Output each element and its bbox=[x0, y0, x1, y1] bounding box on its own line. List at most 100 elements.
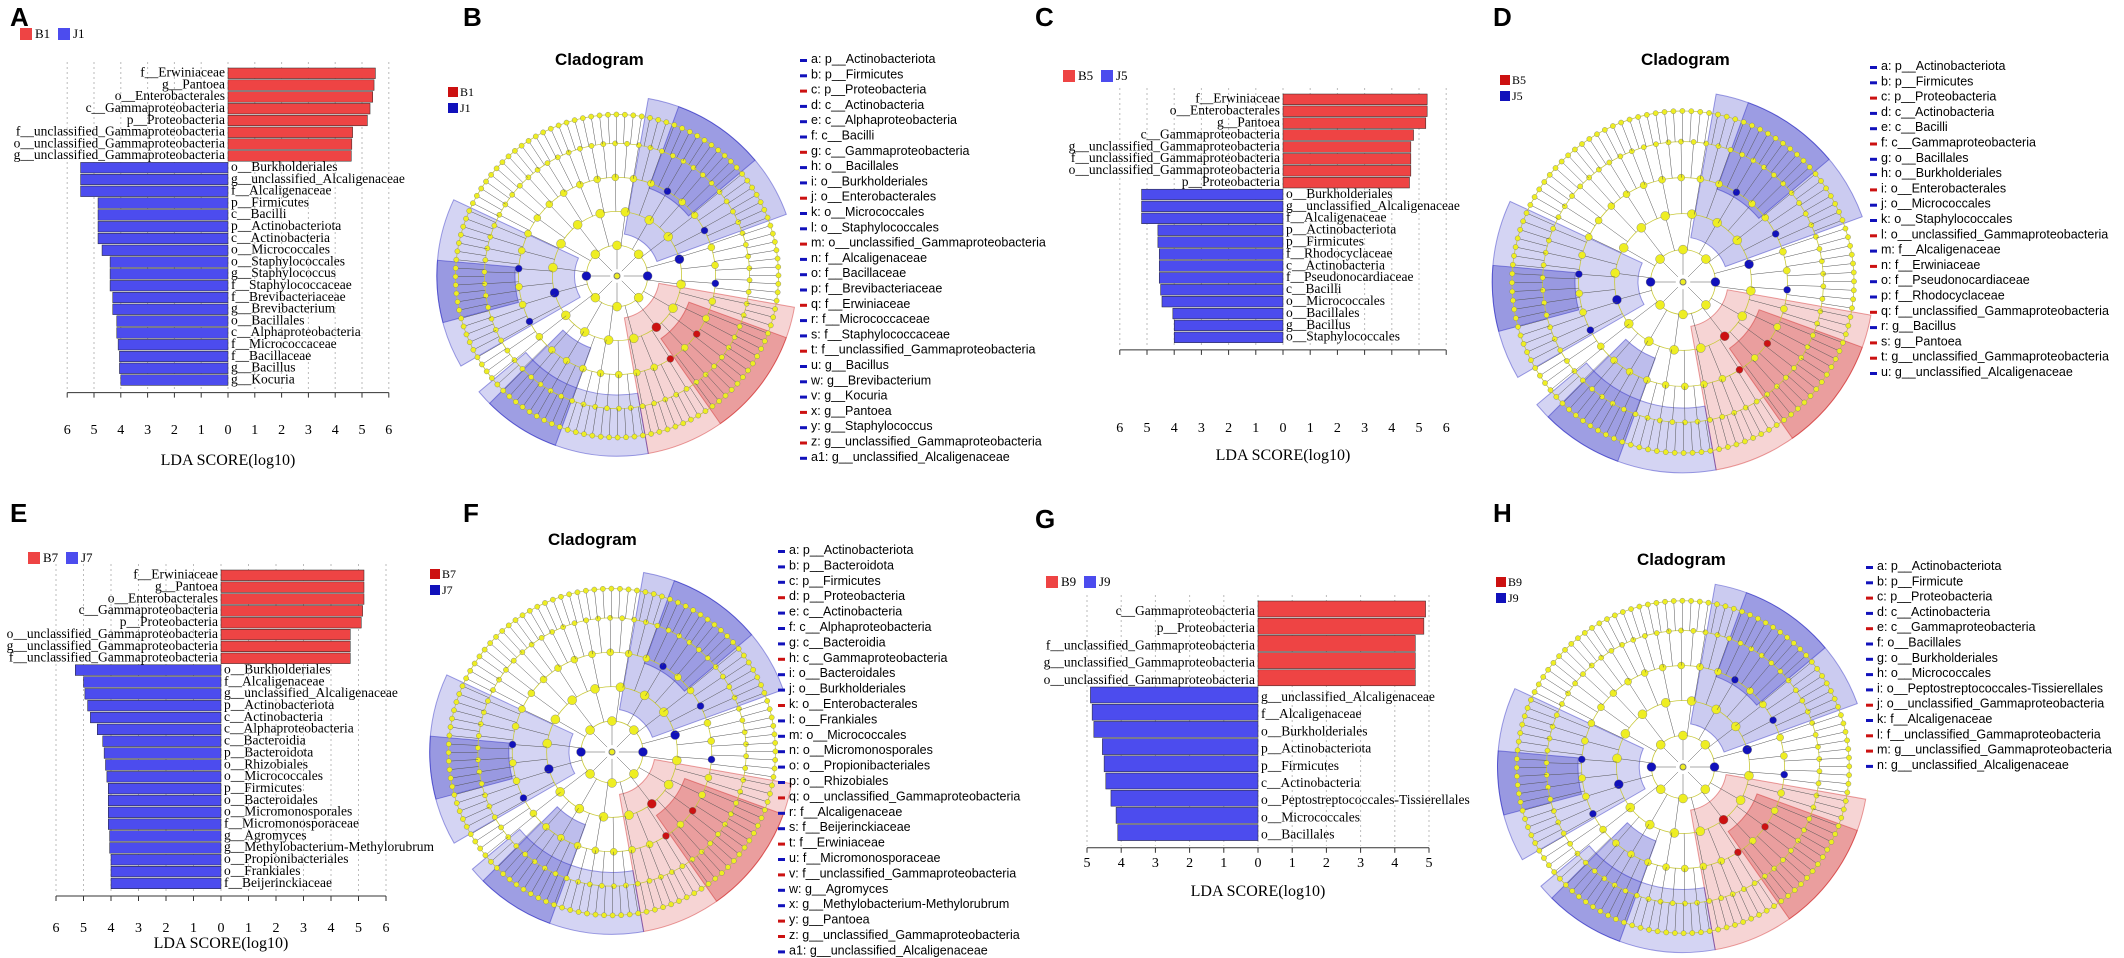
bar-p__Proteobacteria bbox=[227, 114, 368, 127]
tree-branch bbox=[1823, 288, 1854, 291]
bar-f__Micrococcaceae bbox=[117, 339, 229, 351]
tree-node bbox=[1689, 449, 1696, 456]
tree-branch bbox=[1535, 352, 1562, 369]
tree-branch bbox=[1763, 828, 1792, 851]
tree-branch bbox=[1784, 758, 1820, 762]
tree-branch bbox=[1633, 639, 1647, 673]
tree-node bbox=[726, 683, 733, 690]
bar-g__unclassified_Gammaproteobacteria bbox=[1282, 141, 1412, 153]
tree-node bbox=[1653, 600, 1660, 606]
tree-node bbox=[563, 875, 570, 882]
tree-branch bbox=[570, 881, 578, 911]
tree-node bbox=[615, 682, 626, 692]
tree-branch bbox=[617, 340, 619, 375]
tree-branch bbox=[678, 826, 702, 852]
bar-o__Bacillales bbox=[116, 315, 229, 327]
tree-node bbox=[758, 815, 765, 821]
tree-branch bbox=[1714, 770, 1749, 776]
tree-node bbox=[597, 433, 604, 440]
tree-branch bbox=[1591, 361, 1616, 390]
tree-branch bbox=[714, 287, 749, 293]
tree-node bbox=[1642, 633, 1648, 639]
key-swatch bbox=[778, 781, 785, 784]
tree-branch bbox=[1764, 143, 1784, 169]
tree-branch bbox=[632, 590, 638, 620]
tree-node bbox=[557, 834, 565, 842]
tree-node bbox=[662, 832, 670, 840]
tree-node bbox=[733, 164, 740, 171]
key-swatch bbox=[800, 257, 807, 261]
tree-node bbox=[504, 347, 511, 354]
tree-node bbox=[736, 323, 743, 330]
tree-node bbox=[1510, 261, 1516, 268]
tree-node bbox=[689, 856, 696, 863]
tree-node bbox=[478, 780, 485, 787]
tree-branch bbox=[515, 726, 549, 736]
tree-node bbox=[1771, 230, 1780, 238]
tree-node bbox=[761, 807, 768, 813]
tree-node bbox=[1780, 752, 1788, 760]
tree-branch bbox=[1718, 822, 1739, 853]
bar-g__unclassified_Alcaligenaceae bbox=[80, 173, 229, 186]
bar-label: g__unclassified_Gammaproteobacteria bbox=[14, 147, 225, 162]
tree-node bbox=[1578, 774, 1586, 782]
tree-node bbox=[1817, 308, 1824, 315]
tree-branch bbox=[1618, 774, 1653, 785]
tree-branch bbox=[727, 669, 754, 685]
tree-node bbox=[1700, 380, 1708, 388]
bar-f__unclassified_Gammaproteobacteria bbox=[1282, 153, 1412, 165]
tree-branch bbox=[748, 289, 778, 293]
tree-branch bbox=[655, 676, 679, 704]
tree-branch bbox=[673, 167, 694, 196]
bar-label: o__unclassified_Gammaproteobacteria bbox=[14, 135, 225, 150]
tree-branch bbox=[1728, 857, 1745, 890]
tree-branch bbox=[1614, 854, 1633, 886]
tree-branch bbox=[1631, 151, 1646, 185]
tree-branch bbox=[633, 884, 639, 914]
tree-branch bbox=[1690, 797, 1701, 832]
tree-branch bbox=[1814, 801, 1844, 810]
tree-node bbox=[773, 247, 780, 253]
tree-node bbox=[1719, 414, 1726, 420]
x-tick-label: 1 bbox=[251, 423, 258, 438]
tree-node bbox=[1678, 309, 1688, 320]
tree-branch bbox=[1820, 245, 1851, 253]
tree-node bbox=[620, 207, 631, 217]
tree-node bbox=[1840, 806, 1847, 813]
tree-node bbox=[488, 315, 495, 322]
tree-node bbox=[638, 113, 645, 120]
tree-branch bbox=[1558, 807, 1591, 823]
tree-node bbox=[595, 615, 601, 622]
tree-branch bbox=[490, 841, 513, 862]
key-entry: x: g__Pantoea bbox=[811, 404, 892, 418]
tree-node bbox=[700, 226, 709, 235]
tree-ring bbox=[552, 210, 683, 341]
tree-branch bbox=[685, 864, 702, 889]
tree-node bbox=[1845, 780, 1852, 787]
key-entry: b: p__Bacteroidota bbox=[789, 558, 894, 572]
tree-branch bbox=[1664, 215, 1675, 251]
tree-branch bbox=[671, 831, 693, 860]
tree-branch bbox=[509, 856, 529, 880]
tree-branch bbox=[737, 209, 765, 222]
tree-branch bbox=[675, 303, 707, 319]
tree-branch bbox=[1616, 290, 1652, 301]
tree-node bbox=[475, 745, 481, 751]
tree-branch bbox=[676, 740, 712, 746]
tree-branch bbox=[591, 145, 599, 180]
tree-node bbox=[1542, 249, 1549, 256]
tree-branch bbox=[1743, 233, 1776, 251]
tree-branch bbox=[1787, 375, 1811, 397]
tree-branch bbox=[1542, 277, 1579, 280]
tree-branch bbox=[491, 359, 515, 379]
tree-node bbox=[1645, 896, 1652, 902]
tree-node bbox=[665, 627, 672, 634]
tree-node bbox=[458, 231, 464, 238]
tree-node bbox=[1725, 444, 1731, 450]
tree-node bbox=[708, 297, 716, 306]
tree-branch bbox=[1630, 608, 1641, 638]
tree-node bbox=[1626, 116, 1633, 123]
tree-node bbox=[1678, 138, 1684, 145]
